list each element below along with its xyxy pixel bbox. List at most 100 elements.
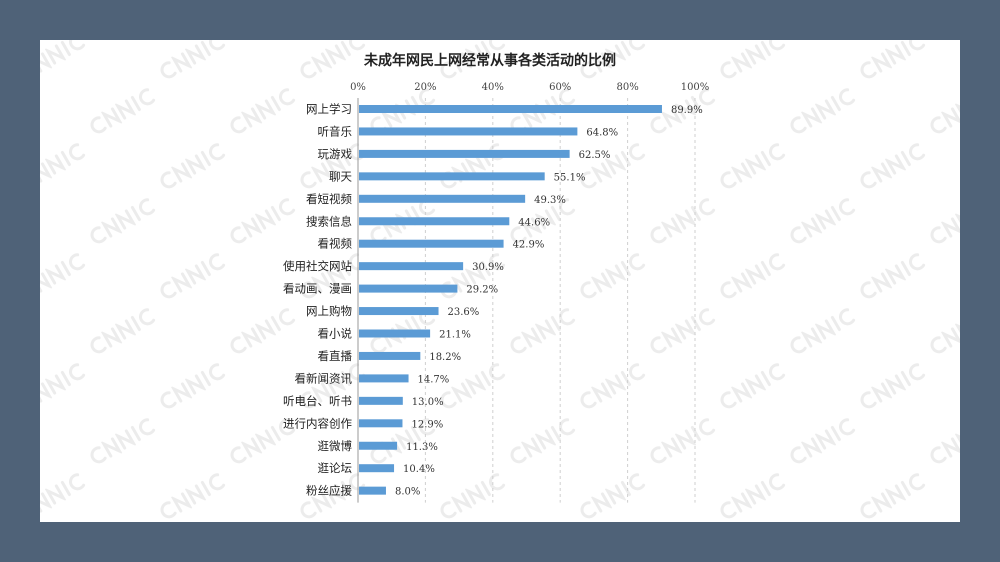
watermark-logo bbox=[577, 252, 646, 301]
watermark-logo bbox=[297, 40, 366, 81]
watermark-logo bbox=[717, 252, 786, 301]
watermark-logo bbox=[577, 362, 646, 411]
watermark-logo bbox=[157, 40, 226, 81]
watermark-logo bbox=[787, 197, 856, 246]
watermark-logo bbox=[157, 252, 226, 301]
watermark-logo bbox=[717, 362, 786, 411]
value-label: 23.6% bbox=[448, 307, 480, 318]
watermark-logo bbox=[87, 417, 156, 466]
watermark-logo bbox=[40, 362, 86, 411]
watermark-logo bbox=[857, 252, 926, 301]
x-tick-label: 100% bbox=[681, 82, 710, 93]
watermark-logo bbox=[157, 142, 226, 191]
value-label: 10.4% bbox=[403, 464, 435, 475]
watermark-logo bbox=[157, 472, 226, 521]
watermark-logo bbox=[40, 252, 86, 301]
watermark-logo bbox=[647, 197, 716, 246]
bar bbox=[359, 105, 662, 113]
category-label: 粉丝应援 bbox=[306, 484, 352, 498]
bar bbox=[359, 329, 431, 338]
watermark-logo bbox=[857, 472, 926, 521]
watermark-logo bbox=[437, 472, 506, 521]
x-tick-label: 60% bbox=[549, 82, 571, 93]
watermark-logo bbox=[717, 472, 786, 521]
category-label: 看视频 bbox=[318, 237, 353, 251]
category-label: 使用社交网站 bbox=[283, 259, 352, 273]
bar bbox=[359, 149, 570, 158]
chart-panel: 未成年网民上网经常从事各类活动的比例 0% 20% 40% 60% 80% 100% 网上… bbox=[40, 40, 960, 522]
watermark-logo bbox=[87, 87, 156, 136]
category-label: 看直播 bbox=[318, 349, 353, 363]
watermark-logo bbox=[227, 87, 296, 136]
bar bbox=[359, 194, 526, 203]
value-label: 55.1% bbox=[554, 172, 586, 183]
watermark-logo bbox=[507, 417, 576, 466]
category-label: 看新闻资讯 bbox=[295, 371, 353, 385]
watermark-logo bbox=[927, 307, 960, 356]
watermark-logo bbox=[87, 307, 156, 356]
value-label: 64.8% bbox=[586, 127, 618, 138]
bar bbox=[359, 486, 386, 495]
category-label: 进行内容创作 bbox=[283, 416, 352, 430]
category-label: 逛微博 bbox=[318, 439, 353, 453]
category-label: 网上学习 bbox=[306, 102, 352, 116]
category-label: 搜索信息 bbox=[306, 214, 352, 228]
value-label: 42.9% bbox=[513, 240, 545, 251]
watermark-logo bbox=[577, 472, 646, 521]
watermark-logo bbox=[857, 362, 926, 411]
watermark-logo bbox=[787, 417, 856, 466]
category-label: 聊天 bbox=[329, 169, 352, 183]
bar bbox=[359, 464, 395, 473]
bar bbox=[359, 284, 458, 293]
value-label: 49.3% bbox=[534, 195, 566, 206]
value-label: 89.9% bbox=[671, 105, 703, 116]
value-label: 21.1% bbox=[439, 330, 471, 341]
bar bbox=[359, 262, 464, 271]
value-label: 11.3% bbox=[406, 442, 438, 453]
watermark-logo bbox=[40, 472, 86, 521]
watermark-logo bbox=[927, 197, 960, 246]
bar bbox=[359, 419, 403, 428]
value-label: 29.2% bbox=[466, 285, 498, 296]
value-label: 13.0% bbox=[412, 397, 444, 408]
value-label: 18.2% bbox=[429, 352, 461, 363]
bar bbox=[359, 217, 510, 226]
watermark-logo bbox=[40, 142, 86, 191]
bar bbox=[359, 396, 403, 405]
watermark-logo bbox=[647, 307, 716, 356]
bar bbox=[359, 374, 409, 383]
watermark-logo bbox=[927, 417, 960, 466]
value-label: 44.6% bbox=[518, 217, 550, 228]
bar bbox=[359, 351, 421, 360]
category-label: 听电台、听书 bbox=[283, 394, 352, 408]
watermark-logo bbox=[437, 362, 506, 411]
watermark-logo bbox=[857, 142, 926, 191]
x-tick-label: 80% bbox=[616, 82, 638, 93]
watermark-logo bbox=[927, 87, 960, 136]
watermark-logo bbox=[717, 40, 786, 81]
bar bbox=[359, 127, 578, 136]
bar bbox=[359, 441, 398, 450]
bar bbox=[359, 239, 504, 248]
watermark-logo bbox=[40, 40, 86, 81]
x-tick-label: 40% bbox=[482, 82, 504, 93]
value-label: 30.9% bbox=[472, 262, 504, 273]
watermark-logo bbox=[87, 197, 156, 246]
category-label: 逛论坛 bbox=[318, 461, 353, 475]
x-tick-label: 20% bbox=[414, 82, 436, 93]
category-label: 玩游戏 bbox=[318, 147, 353, 161]
watermark-logo bbox=[717, 142, 786, 191]
value-label: 62.5% bbox=[579, 150, 611, 161]
bar bbox=[359, 307, 439, 316]
category-label: 听音乐 bbox=[318, 124, 353, 138]
chart-title: 未成年网民上网经常从事各类活动的比例 bbox=[364, 52, 616, 69]
watermark-logo bbox=[507, 307, 576, 356]
watermark-logo bbox=[787, 87, 856, 136]
watermark-logo bbox=[227, 307, 296, 356]
category-label: 网上购物 bbox=[306, 304, 352, 318]
watermark-logo bbox=[227, 197, 296, 246]
value-label: 14.7% bbox=[418, 374, 450, 385]
watermark-logo bbox=[157, 362, 226, 411]
x-tick-label: 0% bbox=[350, 82, 366, 93]
value-label: 8.0% bbox=[395, 487, 420, 498]
